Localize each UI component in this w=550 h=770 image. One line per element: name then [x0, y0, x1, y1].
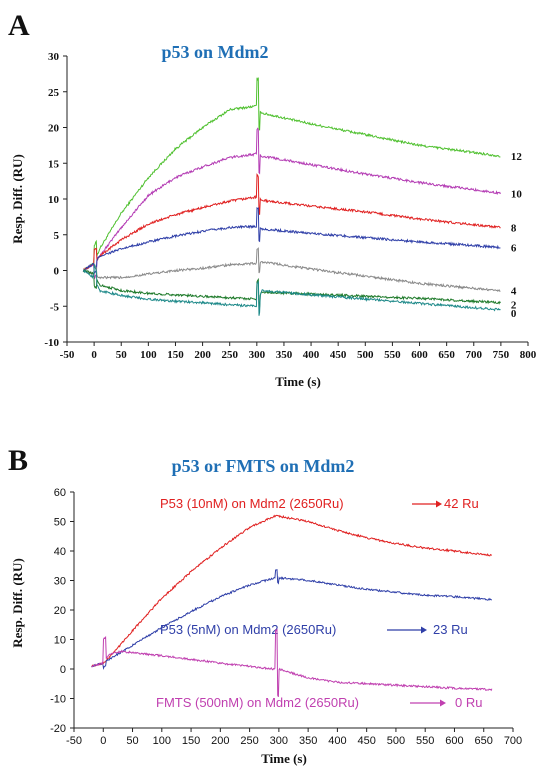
x-tick-label: 700: [504, 735, 522, 747]
x-tick-label: 500: [387, 735, 405, 747]
x-tick-label: 100: [153, 735, 171, 747]
series-line: [91, 568, 492, 671]
series-end-value: 0 Ru: [455, 695, 482, 710]
y-tick-label: 0: [60, 664, 66, 676]
chart-title-a: p53 on Mdm2: [161, 42, 268, 62]
panel-letter-b: B: [8, 444, 28, 477]
series-line: [91, 628, 493, 698]
y-tick-label: 15: [48, 158, 60, 170]
x-tick-label: 0: [91, 349, 97, 361]
series-annotation: P53 (10nM) on Mdm2 (2650Ru): [160, 496, 344, 511]
x-tick-label: 300: [249, 349, 266, 361]
series-end-label: 4: [511, 286, 517, 298]
series-end-label: 2: [511, 300, 517, 312]
x-tick-label: 50: [126, 735, 138, 747]
series-line: [82, 127, 501, 281]
x-tick-label: 250: [221, 349, 238, 361]
x-axis-label-a: Time (s): [275, 374, 321, 389]
x-tick-label: 400: [303, 349, 320, 361]
chart-title-b: p53 or FMTS on Mdm2: [172, 456, 355, 476]
x-tick-label: 450: [330, 349, 347, 361]
x-tick-label: 450: [357, 735, 375, 747]
series-end-label: 0: [511, 308, 517, 320]
x-tick-label: 650: [475, 735, 493, 747]
series-end-value: 42 Ru: [444, 496, 479, 511]
x-tick-label: 150: [167, 349, 184, 361]
y-tick-label: 25: [48, 87, 60, 99]
y-tick-label: 20: [48, 123, 60, 135]
y-tick-label: 30: [54, 576, 66, 588]
y-tick-label: 60: [54, 487, 66, 499]
y-tick-label: 40: [54, 546, 66, 558]
series-line: [82, 76, 501, 272]
series-end-label: 10: [511, 188, 522, 200]
annotation-arrow-head: [436, 500, 442, 508]
x-tick-label: 750: [493, 349, 510, 361]
x-tick-label: 550: [416, 735, 434, 747]
series-line: [82, 207, 501, 275]
series-end-label: 8: [511, 223, 517, 235]
y-tick-label: 20: [54, 605, 66, 617]
x-tick-label: 100: [140, 349, 157, 361]
x-tick-label: 800: [520, 349, 537, 361]
y-axis-label-b: Resp. Diff. (RU): [10, 558, 25, 648]
y-tick-label: 0: [54, 266, 60, 278]
series-end-value: 23 Ru: [433, 622, 468, 637]
x-tick-label: 250: [240, 735, 258, 747]
x-axis-label-b: Time (s): [261, 751, 307, 766]
series-end-label: 6: [511, 243, 517, 255]
annotation-arrow-head: [421, 626, 427, 634]
x-tick-label: 550: [384, 349, 401, 361]
x-tick-label: 700: [466, 349, 483, 361]
x-tick-label: 650: [438, 349, 455, 361]
x-tick-label: -50: [66, 735, 82, 747]
series-annotation: FMTS (500nM) on Mdm2 (2650Ru): [156, 695, 359, 710]
x-tick-label: 300: [270, 735, 288, 747]
y-tick-label: -5: [50, 301, 60, 313]
y-tick-label: -10: [50, 694, 66, 706]
x-tick-label: 0: [100, 735, 106, 747]
x-tick-label: 200: [194, 349, 211, 361]
y-tick-label: 50: [54, 517, 66, 529]
series-line: [83, 268, 501, 311]
series-annotation: P53 (5nM) on Mdm2 (2650Ru): [160, 622, 336, 637]
y-tick-label: 30: [48, 51, 60, 63]
series-line: [91, 514, 492, 668]
panel-a: A p53 on Mdm2 Resp. Diff. (RU) Time (s) …: [8, 9, 537, 389]
x-tick-label: -50: [60, 349, 75, 361]
x-tick-label: 200: [211, 735, 229, 747]
x-tick-label: 400: [328, 735, 346, 747]
x-tick-label: 600: [445, 735, 463, 747]
y-tick-label: 10: [48, 194, 60, 206]
y-axis-label-a: Resp. Diff. (RU): [10, 154, 25, 244]
x-tick-label: 600: [411, 349, 428, 361]
x-tick-label: 500: [357, 349, 374, 361]
series-line: [82, 264, 501, 316]
y-tick-label: 10: [54, 635, 66, 647]
x-tick-label: 350: [299, 735, 317, 747]
x-tick-label: 150: [182, 735, 200, 747]
series-line: [82, 173, 501, 273]
x-tick-label: 350: [276, 349, 293, 361]
y-tick-label: -20: [50, 723, 66, 735]
annotation-arrow-head: [440, 699, 446, 707]
y-tick-label: -10: [44, 337, 59, 349]
series-line: [82, 247, 501, 293]
panel-b: B p53 or FMTS on Mdm2 Resp. Diff. (RU) T…: [8, 444, 522, 766]
series-end-label: 12: [511, 151, 522, 163]
x-tick-label: 50: [116, 349, 128, 361]
y-tick-label: 5: [54, 230, 60, 242]
panel-letter-a: A: [8, 9, 30, 42]
